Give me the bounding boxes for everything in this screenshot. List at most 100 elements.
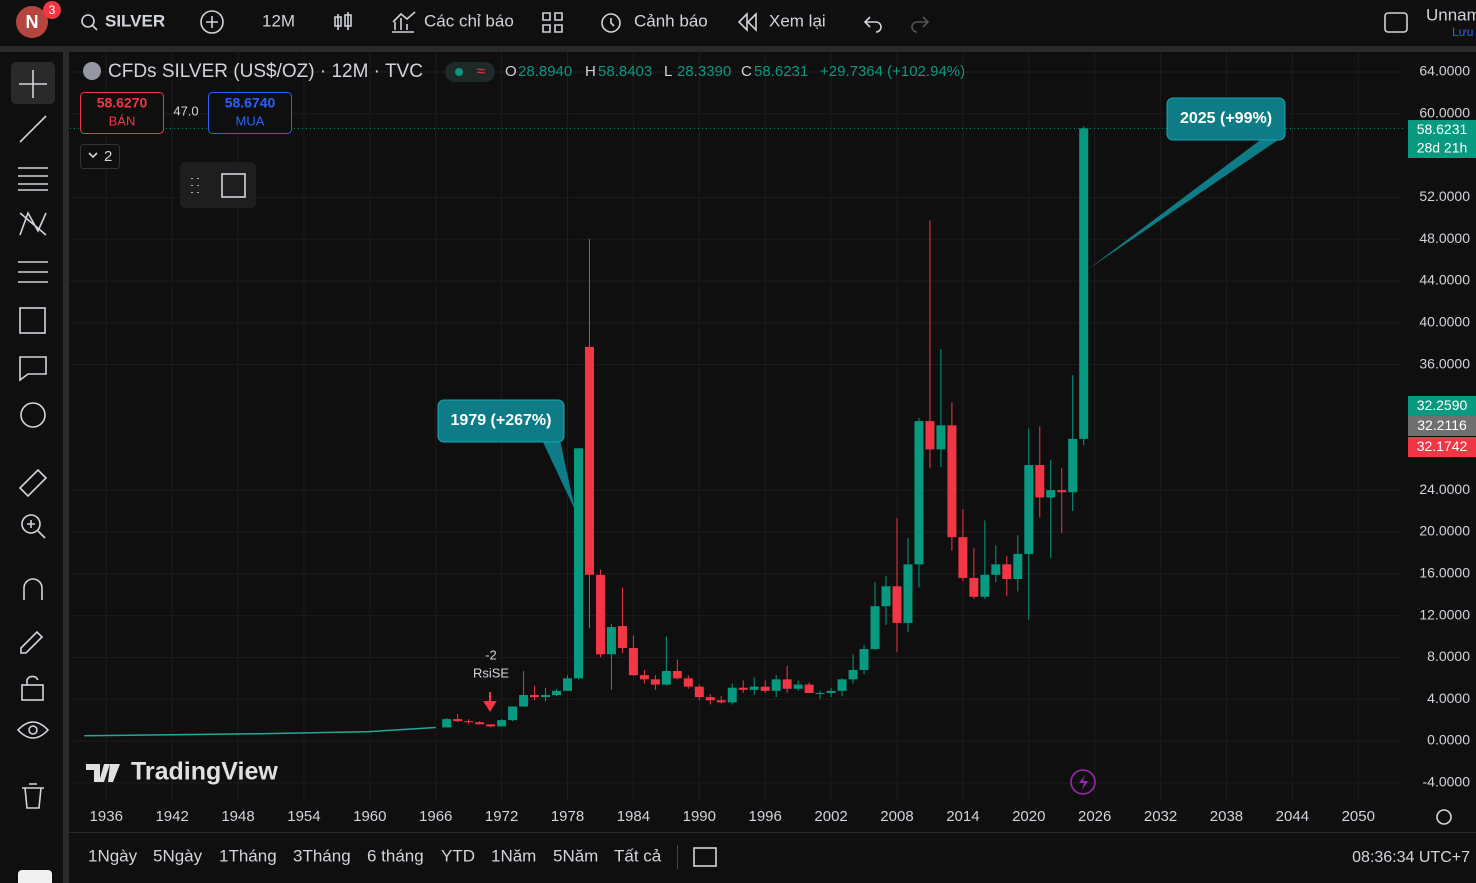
candle-body [650,679,660,685]
fib-tool[interactable] [18,167,48,191]
draw-mode-tool[interactable] [20,630,44,654]
y-tick-label: 12.0000 [1419,606,1470,622]
alerts[interactable]: Cảnh báo [634,11,708,30]
candle-body [1046,490,1056,498]
candle-body [486,724,496,727]
range-button[interactable]: 1Năm [491,846,536,865]
candle-body [508,706,518,721]
interval[interactable]: 12M [262,11,295,30]
candle-body [617,626,627,648]
drag-handle[interactable] [191,178,199,193]
candle-body [1002,564,1012,579]
ohlc-label: L [664,63,672,80]
shape-tool[interactable] [19,307,46,334]
ohlc-value: 58.6231 [754,63,808,80]
candle-body [914,421,924,565]
candle-body [870,606,880,650]
range-button[interactable]: 5Ngày [153,846,203,865]
x-tick-label: 1948 [221,808,254,825]
candle-body [1079,128,1089,439]
forecast-tool[interactable] [18,261,48,283]
range-button[interactable]: 6 tháng [367,846,424,865]
measure-tool[interactable] [18,468,48,498]
replay[interactable]: Xem lại [769,11,826,30]
add-icon[interactable] [200,10,224,34]
market-status [455,68,463,76]
range-button[interactable]: 5Năm [553,846,598,865]
delete-tool[interactable] [22,783,44,809]
indicators[interactable]: Các chỉ báo [424,11,514,30]
y-tick-label: 48.0000 [1419,230,1470,246]
x-tick-label: 2002 [814,808,847,825]
chart-type-icon[interactable] [334,12,352,30]
x-tick-label: 1996 [749,808,782,825]
range-button[interactable]: 3Tháng [293,846,351,865]
y-tick-label: 4.0000 [1427,690,1470,706]
events-icon[interactable] [1070,769,1096,795]
lock-tool[interactable] [21,684,44,701]
price-label [1408,140,1476,158]
crosshair-tool[interactable] [19,70,47,98]
y-tick-label: 8.0000 [1427,648,1470,664]
y-tick-label: 24.0000 [1419,481,1470,497]
magnet-tool[interactable] [23,578,43,600]
sell-button[interactable] [80,92,164,134]
avatar[interactable] [16,6,48,38]
alert-icon [610,18,615,27]
candle-body [497,720,507,727]
candle-body [606,627,616,655]
candle-body [782,679,792,689]
x-tick-label: 1954 [287,808,320,825]
settings-icon[interactable] [1436,809,1452,825]
text-tool[interactable] [19,356,47,382]
layout-icon[interactable] [1384,12,1408,33]
redo-icon[interactable] [911,16,930,33]
candle-body [848,669,858,680]
pattern-tool[interactable] [19,211,47,236]
x-tick-label: 2014 [946,808,979,825]
range-bar: 1Ngày 5Ngày 1Tháng 3Tháng 6 tháng YTD 1Năm 5Năm… [88,846,662,865]
trendline-tool[interactable] [19,115,47,143]
events-icon [1079,775,1088,790]
symbol-logo [83,62,101,80]
range-button[interactable]: 1Ngày [88,846,138,865]
candle-body [541,695,551,698]
y-tick-label: -4.0000 [1423,774,1471,790]
price-label-text: 32.2590 [1417,397,1468,413]
candle-body [595,574,605,655]
add-icon [206,16,218,28]
watermark: TradingView [131,758,278,786]
zoom-tool[interactable] [21,514,41,534]
range-button[interactable]: Tất cả [614,846,662,865]
legend-title: CFDs SILVER (US$/OZ) · 12M · TVC [108,61,423,82]
signal-label: RsiSE [473,665,509,680]
date-range-icon[interactable] [693,847,717,867]
candle-body [552,690,562,696]
candle-body [804,684,814,693]
callout [437,399,565,443]
symbol[interactable]: SILVER [105,11,165,30]
layout-name[interactable]: Unnam [1426,5,1476,24]
candle-body [760,686,770,691]
y-tick-label: 52.0000 [1419,188,1470,204]
candle-body [980,574,990,597]
scroll-button[interactable] [18,870,52,883]
icon-tool[interactable] [20,402,46,428]
search-icon [91,24,98,31]
x-tick-label: 1942 [155,808,188,825]
candle-body [530,695,540,698]
templates-icon[interactable] [542,12,563,33]
price-label [1408,437,1476,457]
candle-body [925,421,935,450]
range-button[interactable]: 1Tháng [219,846,277,865]
rectangle-tool[interactable] [221,173,246,198]
buy-button[interactable] [208,92,292,134]
collapse-button[interactable] [80,144,120,169]
candle-body [1057,490,1067,493]
range-button[interactable]: YTD [441,846,475,865]
callout-pointer [542,440,575,510]
visibility-tool[interactable] [16,721,50,739]
undo-icon[interactable] [863,16,882,33]
candle-body [727,687,737,703]
